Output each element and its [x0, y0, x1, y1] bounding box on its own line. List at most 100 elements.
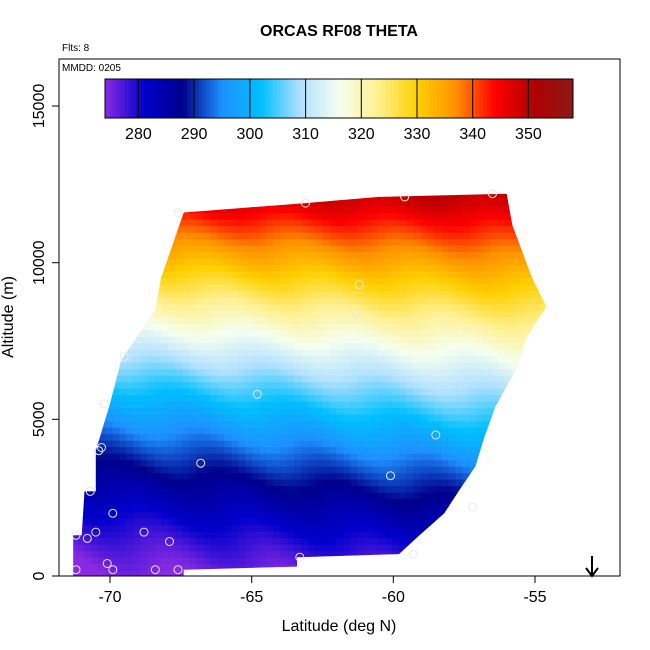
heatmap-cell: [301, 271, 309, 279]
heatmap-cell: [273, 447, 281, 455]
heatmap-cell: [119, 544, 127, 552]
heatmap-cell: [315, 427, 323, 435]
heatmap-cell: [210, 375, 218, 383]
heatmap-cell: [133, 265, 141, 273]
colorbar-segment: [116, 79, 122, 118]
heatmap-cell: [147, 557, 155, 565]
heatmap-cell: [399, 245, 407, 253]
heatmap-cell: [238, 304, 246, 312]
heatmap-cell: [161, 512, 169, 520]
heatmap-cell: [175, 525, 183, 533]
heatmap-cell: [371, 499, 379, 507]
heatmap-cell: [189, 544, 197, 552]
heatmap-cell: [147, 356, 155, 364]
heatmap-cell: [203, 206, 211, 214]
heatmap-cell: [511, 427, 519, 435]
heatmap-cell: [336, 336, 344, 344]
heatmap-cell: [105, 232, 113, 240]
heatmap-cell: [329, 265, 337, 273]
heatmap-cell: [343, 304, 351, 312]
heatmap-cell: [280, 499, 288, 507]
heatmap-cell: [490, 531, 498, 539]
heatmap-cell: [210, 486, 218, 494]
heatmap-cell: [539, 505, 547, 513]
heatmap-cell: [525, 427, 533, 435]
heatmap-cell: [525, 486, 533, 494]
heatmap-cell: [490, 564, 498, 572]
heatmap-cell: [420, 525, 428, 533]
heatmap-cell: [322, 219, 330, 227]
heatmap-cell: [168, 564, 176, 572]
heatmap-cell: [73, 375, 78, 383]
heatmap-cell: [280, 421, 288, 429]
heatmap-cell: [161, 473, 169, 481]
heatmap-cell: [168, 408, 176, 416]
heatmap-cell: [154, 232, 162, 240]
heatmap-cell: [98, 564, 106, 572]
heatmap-cell: [231, 473, 239, 481]
colorbar-segment: [323, 79, 328, 118]
heatmap-cell: [322, 375, 330, 383]
heatmap-cell: [518, 551, 526, 559]
heatmap-cell: [406, 434, 414, 442]
heatmap-cell: [476, 343, 484, 351]
heatmap-cell: [322, 570, 330, 576]
heatmap-cell: [420, 213, 428, 221]
heatmap-cell: [140, 388, 148, 396]
heatmap-cell: [322, 278, 330, 286]
heatmap-cell: [455, 317, 463, 325]
heatmap-cell: [73, 564, 78, 572]
heatmap-cell: [399, 460, 407, 468]
heatmap-cell: [364, 252, 372, 260]
heatmap-cell: [84, 193, 92, 201]
heatmap-cell: [224, 265, 232, 273]
heatmap-cell: [336, 499, 344, 507]
heatmap-cell: [350, 200, 358, 208]
heatmap-cell: [308, 492, 316, 500]
heatmap-cell: [469, 557, 477, 565]
heatmap-cell: [161, 551, 169, 559]
heatmap-cell: [259, 252, 267, 260]
heatmap-cell: [469, 297, 477, 305]
heatmap-cell: [420, 388, 428, 396]
heatmap-cell: [525, 258, 533, 266]
heatmap-cell: [539, 544, 547, 552]
heatmap-cell: [357, 193, 365, 201]
heatmap-cell: [483, 375, 491, 383]
heatmap-cell: [161, 460, 169, 468]
heatmap-cell: [448, 414, 456, 422]
heatmap-cell: [259, 271, 267, 279]
heatmap-cell: [259, 323, 267, 331]
heatmap-cell: [84, 323, 92, 331]
heatmap-cell: [266, 466, 274, 474]
heatmap-cell: [112, 323, 120, 331]
heatmap-cell: [231, 421, 239, 429]
heatmap-cell: [455, 245, 463, 253]
heatmap-cell: [147, 466, 155, 474]
heatmap-cell: [385, 447, 393, 455]
heatmap-cell: [98, 486, 106, 494]
heatmap-cell: [119, 265, 127, 273]
heatmap-cell: [98, 434, 106, 442]
heatmap-cell: [322, 239, 330, 247]
heatmap-cell: [385, 239, 393, 247]
heatmap-cell: [154, 245, 162, 253]
heatmap-cell: [448, 551, 456, 559]
heatmap-cell: [294, 401, 302, 409]
heatmap-cell: [385, 226, 393, 234]
heatmap-cell: [203, 570, 211, 576]
heatmap-cell: [112, 232, 120, 240]
heatmap-cell: [392, 434, 400, 442]
heatmap-cell: [84, 349, 92, 357]
heatmap-cell: [357, 245, 365, 253]
heatmap-cell: [301, 544, 309, 552]
heatmap-cell: [175, 369, 183, 377]
heatmap-cell: [455, 310, 463, 318]
heatmap-cell: [280, 473, 288, 481]
heatmap-cell: [469, 447, 477, 455]
heatmap-cell: [210, 551, 218, 559]
heatmap-cell: [434, 349, 442, 357]
heatmap-cell: [385, 414, 393, 422]
heatmap-cell: [287, 284, 295, 292]
heatmap-cell: [490, 219, 498, 227]
